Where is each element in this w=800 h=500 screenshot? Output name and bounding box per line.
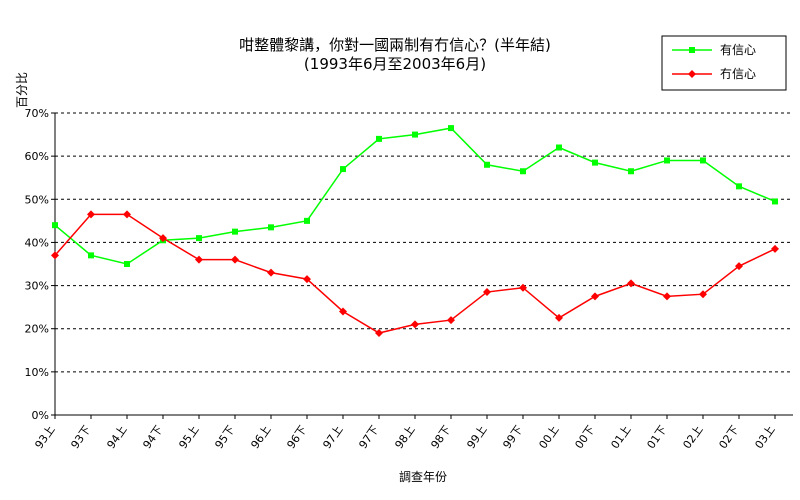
data-point xyxy=(304,217,310,224)
x-tick-label: 99上 xyxy=(464,423,489,451)
x-tick-labels: 93上 93下 94上 94下 95上 95下 96上 96下 97上 97下 98上 98下 99上 9… xyxy=(32,415,777,451)
y-tick-label: 20% xyxy=(25,323,49,336)
data-point xyxy=(88,252,94,259)
x-tick-label: 95上 xyxy=(176,423,201,451)
data-point xyxy=(700,157,706,164)
x-tick-label: 97下 xyxy=(356,423,381,451)
data-point xyxy=(520,168,526,175)
data-point xyxy=(556,144,562,151)
data-point xyxy=(483,288,491,297)
data-point xyxy=(340,166,346,173)
data-point xyxy=(484,161,490,168)
data-point xyxy=(699,290,707,299)
data-point xyxy=(231,255,239,264)
data-point xyxy=(232,228,238,235)
y-tick-labels: 0% 10% 20% 30% 40% 50% 60% 70% xyxy=(25,107,49,422)
data-point xyxy=(303,275,311,284)
x-tick-label: 94下 xyxy=(140,423,165,451)
data-point xyxy=(196,235,202,242)
data-point xyxy=(592,159,598,166)
legend-marker-confident xyxy=(689,47,695,53)
y-tick-label: 70% xyxy=(25,107,49,120)
x-tick-label: 03上 xyxy=(752,423,777,451)
axes xyxy=(54,113,793,416)
x-tick-label: 96上 xyxy=(248,423,273,451)
x-tick-label: 94上 xyxy=(104,423,129,451)
data-point xyxy=(52,222,58,229)
data-point xyxy=(447,316,455,325)
x-tick-label: 02下 xyxy=(716,423,741,451)
series-line xyxy=(54,213,776,334)
data-point xyxy=(412,131,418,138)
data-point xyxy=(591,292,599,301)
chart-subtitle: (1993年6月至2003年6月) xyxy=(304,55,486,73)
y-tick-label: 10% xyxy=(25,366,49,379)
x-tick-label: 98下 xyxy=(428,423,453,451)
x-tick-label: 93下 xyxy=(68,423,93,451)
series-0 xyxy=(52,125,778,267)
data-point xyxy=(51,251,59,260)
y-tick-label: 40% xyxy=(25,236,49,249)
chart-title: 咁整體黎講，你對一國兩制有冇信心？(半年結) xyxy=(239,36,551,54)
data-point xyxy=(663,292,671,301)
data-point xyxy=(268,224,274,231)
x-tick-label: 99下 xyxy=(500,423,525,451)
data-point xyxy=(735,262,743,271)
data-point xyxy=(664,157,670,164)
data-point xyxy=(736,183,742,190)
legend-label-confident: 有信心 xyxy=(720,43,756,57)
data-point xyxy=(519,283,527,292)
data-point xyxy=(555,313,563,322)
legend: 有信心 冇信心 xyxy=(661,35,787,91)
x-tick-label: 01下 xyxy=(644,423,669,451)
data-point xyxy=(411,320,419,329)
data-point xyxy=(195,255,203,264)
y-axis-label: 百分比 xyxy=(15,72,29,108)
data-point xyxy=(123,210,131,219)
y-tick-label: 30% xyxy=(25,280,49,293)
series-1 xyxy=(51,210,779,338)
x-tick-label: 97上 xyxy=(320,423,345,451)
x-tick-label: 93上 xyxy=(32,423,57,451)
data-point xyxy=(628,168,634,175)
data-point xyxy=(159,234,167,243)
legend-marker-not-confident xyxy=(688,70,696,78)
legend-box xyxy=(661,35,787,91)
data-point xyxy=(772,198,778,205)
x-tick-label: 96下 xyxy=(284,423,309,451)
series xyxy=(51,125,779,338)
x-tick-label: 02上 xyxy=(680,423,705,451)
x-axis-label: 調查年份 xyxy=(399,470,447,484)
x-tick-label: 00上 xyxy=(536,423,561,451)
data-point xyxy=(375,329,383,338)
data-point xyxy=(124,261,130,267)
x-tick-label: 98上 xyxy=(392,423,417,451)
data-point xyxy=(339,307,347,316)
series-line xyxy=(54,127,776,265)
y-tick-label: 50% xyxy=(25,193,49,206)
data-point xyxy=(448,125,454,132)
gridlines xyxy=(51,112,793,416)
y-tick-label: 0% xyxy=(32,409,49,422)
data-point xyxy=(87,210,95,219)
y-tick-label: 60% xyxy=(25,150,49,163)
x-tick-label: 00下 xyxy=(572,423,597,451)
legend-label-not-confident: 冇信心 xyxy=(720,67,756,81)
x-tick-label: 95下 xyxy=(212,423,237,451)
x-tick-label: 01上 xyxy=(608,423,633,451)
data-point xyxy=(267,268,275,277)
data-point xyxy=(627,279,635,288)
data-point xyxy=(771,244,779,253)
data-point xyxy=(376,135,382,142)
